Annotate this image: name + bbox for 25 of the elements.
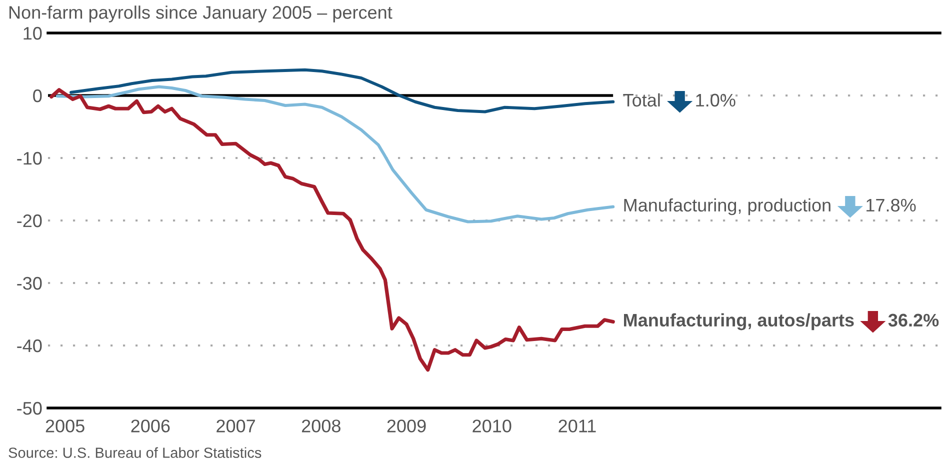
- line-series: [56, 85, 615, 224]
- annotation: 1.0%: [696, 94, 736, 107]
- legend-label: Total: [623, 93, 660, 107]
- y-tick-label: -10: [17, 152, 42, 165]
- y-tick-label: 0: [33, 89, 42, 102]
- y-tick-label: -50: [17, 402, 42, 415]
- chart-title: Non-farm payrolls since January 2005 – percent: [9, 6, 392, 22]
- x-tick-label: 2005: [46, 420, 84, 432]
- x-tick-label: 2011: [558, 420, 596, 432]
- annotation: 36.2%: [888, 314, 939, 327]
- legend-label: Manufacturing, production: [624, 198, 830, 216]
- legend-label: Manufacturing, autos/parts: [624, 313, 854, 330]
- x-tick-label: 2010: [472, 420, 512, 432]
- y-tick-label: 10: [24, 26, 42, 40]
- source-note: Source: U.S. Bureau of Labor Statistics: [8, 447, 262, 458]
- x-tick-label: 2009: [387, 420, 426, 432]
- y-tick-label: -20: [17, 214, 42, 228]
- y-tick-label: -40: [17, 339, 42, 352]
- x-tick-label: 2008: [302, 420, 340, 432]
- line-series: [50, 88, 615, 372]
- annotation: 17.8%: [866, 198, 916, 212]
- x-tick-label: 2007: [216, 420, 255, 432]
- line-series: [70, 68, 615, 114]
- y-tick-label: -30: [17, 276, 42, 290]
- x-tick-label: 2006: [131, 420, 170, 432]
